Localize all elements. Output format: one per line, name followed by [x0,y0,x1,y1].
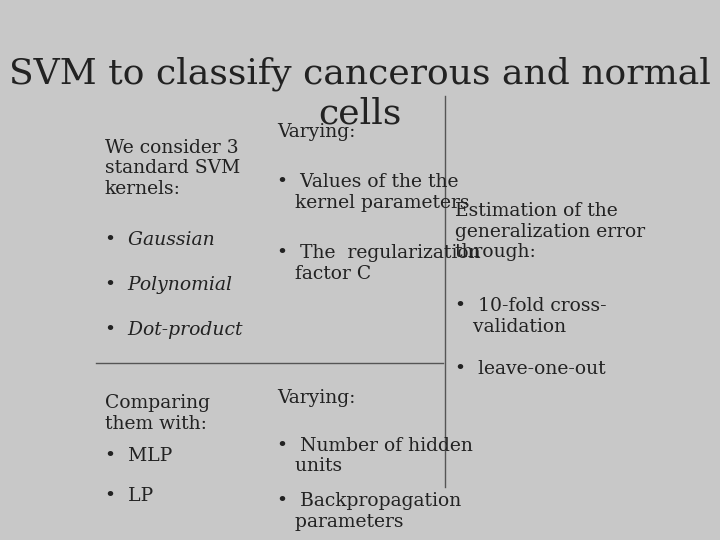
Text: SVM to classify cancerous and normal
cells: SVM to classify cancerous and normal cel… [9,57,711,131]
Text: Varying:: Varying: [277,389,355,407]
Text: We consider 3
standard SVM
kernels:: We consider 3 standard SVM kernels: [105,139,240,198]
Text: •  The  regularization
   factor C: • The regularization factor C [277,244,480,283]
Text: •  Backpropagation
   parameters: • Backpropagation parameters [277,492,461,531]
Text: •  leave-one-out: • leave-one-out [454,360,606,378]
Text: Varying:: Varying: [277,123,355,141]
Text: •  LP: • LP [105,487,153,505]
Text: •  10-fold cross-
   validation: • 10-fold cross- validation [454,297,606,335]
Text: •  Values of the the
   kernel parameters: • Values of the the kernel parameters [277,173,469,212]
Text: Estimation of the
generalization error
through:: Estimation of the generalization error t… [454,202,644,261]
Text: •  Polynomial: • Polynomial [105,276,232,294]
Text: •  Dot-product: • Dot-product [105,321,243,339]
Text: Comparing
them with:: Comparing them with: [105,394,210,433]
Text: •  Number of hidden
   units: • Number of hidden units [277,437,473,475]
Text: •  Gaussian: • Gaussian [105,231,215,249]
Text: •  MLP: • MLP [105,447,172,465]
